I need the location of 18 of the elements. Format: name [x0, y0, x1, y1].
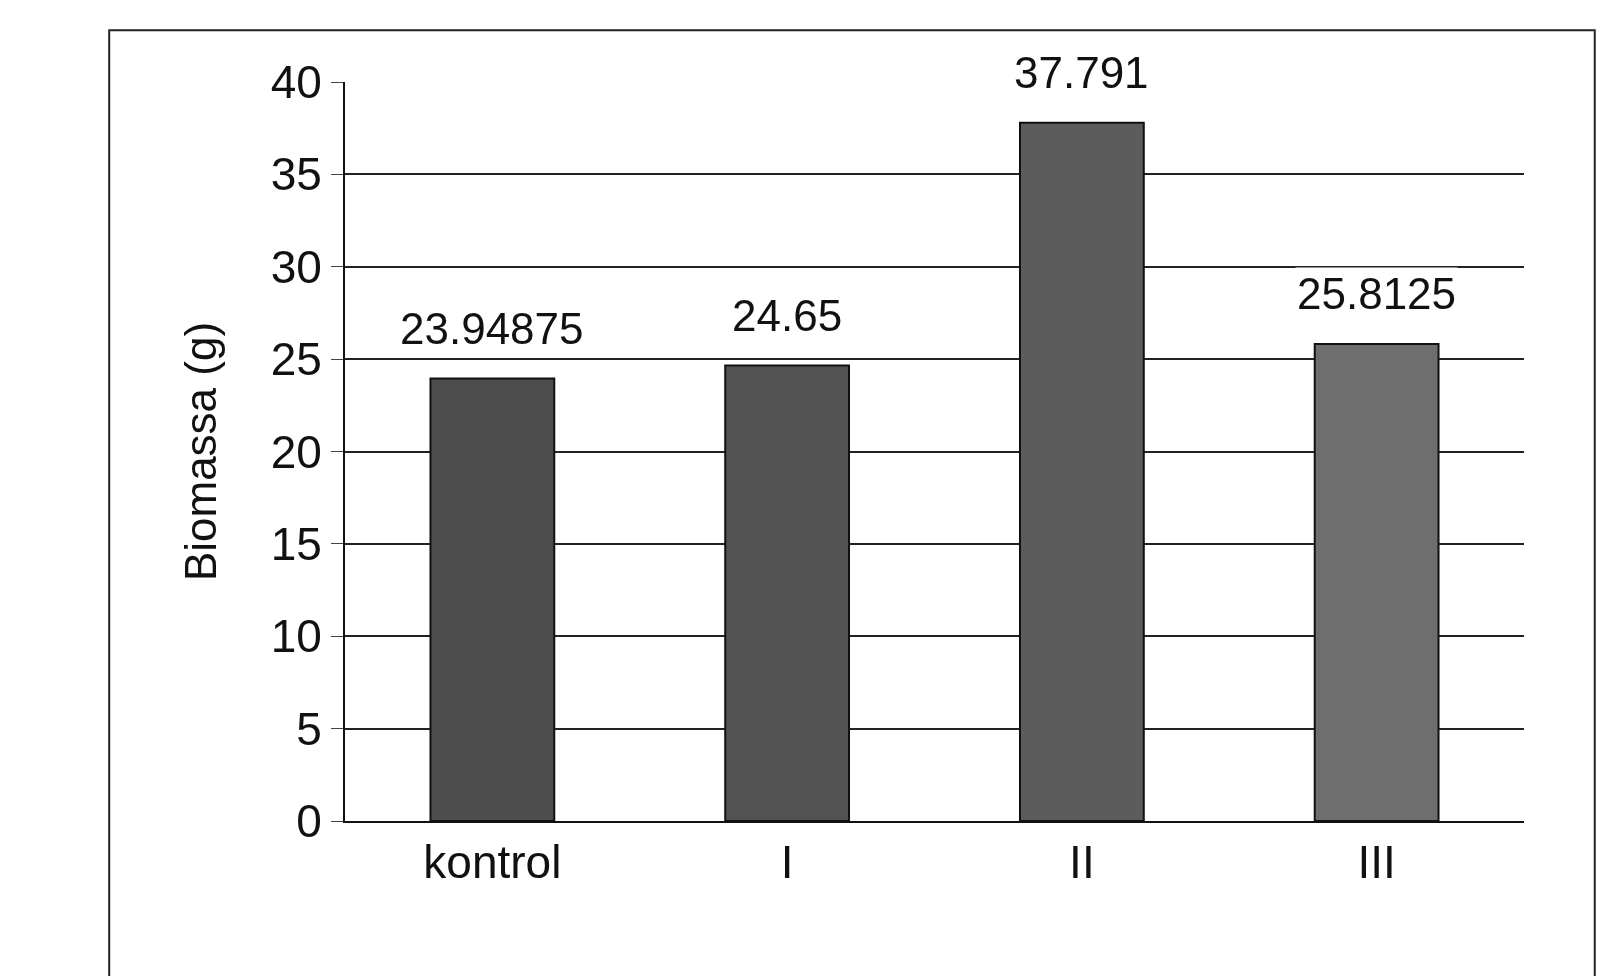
- x-tick-label: I: [780, 836, 794, 889]
- y-axis-title: Biomassa (g): [176, 321, 226, 582]
- y-tick-label: 20: [270, 425, 322, 478]
- data-label: 25.8125: [1297, 269, 1457, 318]
- y-tick-label: 25: [270, 333, 322, 386]
- y-tick-label: 0: [296, 795, 322, 848]
- y-tick-label: 35: [270, 148, 322, 201]
- x-tick-label: II: [1069, 836, 1095, 889]
- data-label: 23.94875: [400, 304, 584, 353]
- y-tick-label: 5: [296, 702, 322, 755]
- y-tick-label: 10: [270, 610, 322, 663]
- x-tick-label: kontrol: [423, 836, 562, 889]
- data-label: 24.65: [732, 291, 843, 340]
- x-tick-label: III: [1357, 836, 1396, 889]
- data-label: 37.791: [1014, 48, 1149, 97]
- y-tick-label: 15: [270, 517, 322, 570]
- y-tick-label: 40: [270, 56, 322, 109]
- y-tick-label: 30: [270, 240, 322, 293]
